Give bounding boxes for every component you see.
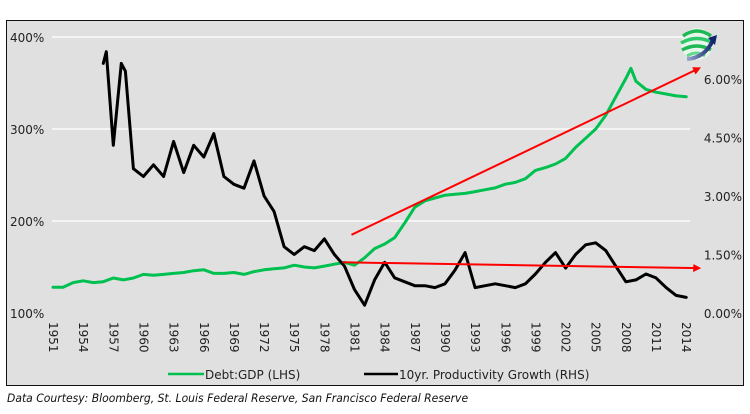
x-axis-tick-label: 1954 xyxy=(76,322,90,353)
right-axis-tick-label: 4.50% xyxy=(704,132,742,146)
left-axis-ticks: 100% 200% 300% 400% xyxy=(10,31,44,321)
x-axis-tick-label: 1999 xyxy=(528,322,542,353)
left-axis-tick-label: 100% xyxy=(10,307,44,321)
x-axis-tick-label: 1951 xyxy=(46,322,60,353)
right-axis-tick-label: 0.00% xyxy=(704,307,742,321)
left-axis-tick-label: 200% xyxy=(10,215,44,229)
x-axis-tick-label: 1978 xyxy=(317,322,331,353)
x-axis-tick-label: 2005 xyxy=(589,322,603,353)
x-axis-tick-label: 1975 xyxy=(287,322,301,353)
x-axis-tick-label: 2014 xyxy=(679,322,693,353)
x-axis-tick-label: 2011 xyxy=(649,322,663,353)
x-axis-tick-label: 1984 xyxy=(378,322,392,353)
chart-frame xyxy=(6,20,744,386)
x-axis-tick-label: 1987 xyxy=(408,322,422,353)
x-axis-tick-label: 1966 xyxy=(197,322,211,353)
right-axis-tick-label: 1.50% xyxy=(704,249,742,263)
right-axis-ticks: 0.00% 1.50% 3.00% 4.50% 6.00% xyxy=(704,73,742,321)
x-axis-tick-label: 1963 xyxy=(167,322,181,353)
x-axis-ticks: 1951 1954 1957 1960 1963 1966 1969 1972 1975 1978… xyxy=(46,322,693,353)
x-axis-tick-label: 1993 xyxy=(468,322,482,353)
legend-label-debt-gdp: Debt:GDP (LHS) xyxy=(205,368,300,382)
x-axis-tick-label: 1972 xyxy=(257,322,271,353)
x-axis-tick-label: 1957 xyxy=(106,322,120,353)
series-line-debt-gdp xyxy=(51,66,688,289)
globe-arrow-logo-icon xyxy=(680,28,717,61)
left-axis-tick-label: 400% xyxy=(10,31,44,45)
x-axis-tick-label: 1996 xyxy=(498,322,512,353)
right-axis-tick-label: 3.00% xyxy=(704,190,742,204)
trend-arrow-debt-gdp xyxy=(351,67,702,236)
x-axis-tick-label: 1981 xyxy=(348,322,362,353)
gridlines xyxy=(52,36,690,222)
x-axis-tick-label: 1990 xyxy=(438,322,452,353)
legend-label-productivity: 10yr. Productivity Growth (RHS) xyxy=(399,368,589,382)
x-axis-tick-label: 1960 xyxy=(136,322,150,353)
x-axis-tick-label: 1969 xyxy=(227,322,241,353)
x-axis-tick-label: 2002 xyxy=(559,322,573,353)
annotations xyxy=(342,67,702,273)
trend-arrow-productivity xyxy=(342,261,702,273)
x-axis-tick-label: 2008 xyxy=(619,322,633,353)
legend: Debt:GDP (LHS) 10yr. Productivity Growth… xyxy=(168,368,589,382)
left-axis-tick-label: 300% xyxy=(10,123,44,137)
data-source-footer: Data Courtesy: Bloomberg, St. Louis Fede… xyxy=(7,391,469,405)
right-axis-tick-label: 6.00% xyxy=(704,73,742,87)
